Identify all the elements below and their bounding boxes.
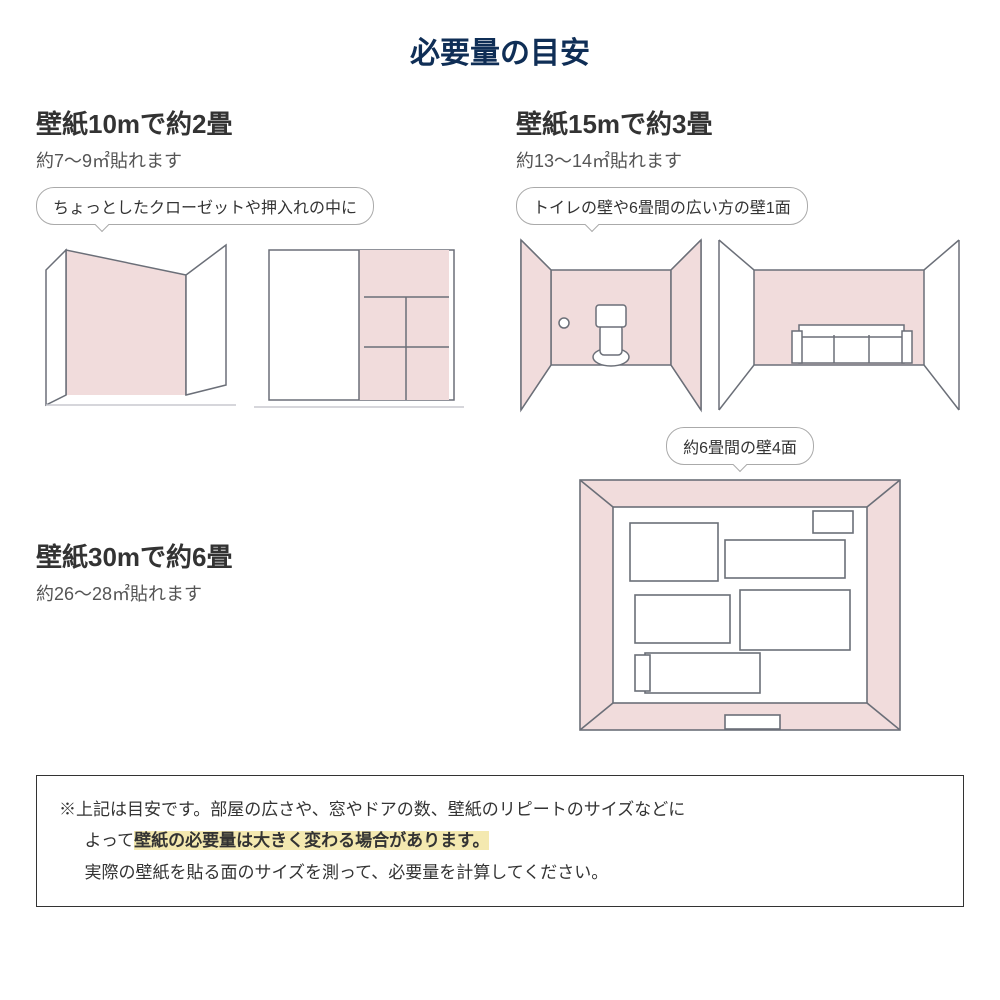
section-10m-callout: ちょっとしたクローゼットや押入れの中に (36, 187, 374, 225)
section-10m-sub: 約7～9㎡貼れます (36, 147, 484, 173)
section-15m-sub: 約13～14㎡貼れます (516, 147, 964, 173)
section-15m-callout: トイレの壁や6畳間の広い方の壁1面 (516, 187, 808, 225)
closet-sliding-illustration (254, 235, 464, 415)
main-title: 必要量の目安 (36, 28, 964, 72)
section-30m-callout: 約6畳間の壁4面 (666, 427, 814, 465)
section-15m-title: 壁紙15mで約3畳 (516, 104, 964, 141)
note-line-2-pre: よって (85, 831, 135, 850)
section-30m-title: 壁紙30mで約6畳 (36, 537, 484, 574)
section-30m-callout-text: 約6畳間の壁4面 (683, 440, 797, 457)
note-line-1-text: ※上記は目安です。部屋の広さや、窓やドアの数、壁紙のリピートのサイズなどに (59, 800, 685, 819)
room-four-walls-illustration (575, 475, 905, 735)
section-10m-callout-text: ちょっとしたクローゼットや押入れの中に (53, 200, 357, 217)
note-line-3-text: 実際の壁紙を貼る面のサイズを測って、必要量を計算してください。 (85, 863, 609, 882)
closet-open-illustration (36, 235, 246, 415)
section-15m: 壁紙15mで約3畳 約13～14㎡貼れます トイレの壁や6畳間の広い方の壁1面 (516, 104, 964, 415)
section-15m-callout-text: トイレの壁や6畳間の広い方の壁1面 (533, 200, 791, 217)
toilet-room-illustration (516, 235, 706, 415)
section-10m: 壁紙10mで約2畳 約7～9㎡貼れます ちょっとしたクローゼットや押入れの中に (36, 104, 484, 415)
note-line-2-highlight: 壁紙の必要量は大きく変わる場合があります。 (134, 831, 489, 850)
content-grid: 壁紙10mで約2畳 約7～9㎡貼れます ちょっとしたクローゼットや押入れの中に (36, 104, 964, 735)
section-10m-title: 壁紙10mで約2畳 (36, 104, 484, 141)
section-30m-sub: 約26～28㎡貼れます (36, 580, 484, 606)
note-line-3: 実際の壁紙を貼る面のサイズを測って、必要量を計算してください。 (59, 857, 941, 888)
section-30m-illustration-block: 約6畳間の壁4面 (516, 427, 964, 735)
section-30m: 壁紙30mで約6畳 約26～28㎡貼れます (36, 537, 484, 735)
room-one-wall-illustration (714, 235, 964, 415)
note-line-1: ※上記は目安です。部屋の広さや、窓やドアの数、壁紙のリピートのサイズなどに (59, 794, 941, 825)
note-line-2: よって壁紙の必要量は大きく変わる場合があります。 (59, 825, 941, 856)
note-box: ※上記は目安です。部屋の広さや、窓やドアの数、壁紙のリピートのサイズなどに よっ… (36, 775, 964, 907)
